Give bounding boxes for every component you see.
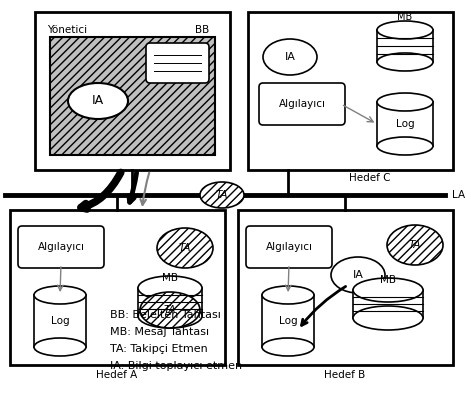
Ellipse shape [157, 228, 213, 268]
Text: TA: TA [216, 190, 228, 200]
Text: Hedef C: Hedef C [349, 173, 391, 183]
Ellipse shape [34, 338, 86, 356]
Ellipse shape [138, 304, 202, 328]
Text: Hedef B: Hedef B [324, 370, 366, 380]
Bar [377, 102, 433, 146]
Bar [34, 295, 86, 347]
Text: Log: Log [396, 119, 414, 129]
Ellipse shape [262, 286, 314, 304]
Ellipse shape [263, 39, 317, 75]
Text: Algılayıcı: Algılayıcı [37, 242, 84, 252]
Text: MB: MB [397, 12, 412, 22]
Ellipse shape [377, 137, 433, 155]
Text: Algılayıcı: Algılayıcı [279, 99, 325, 109]
Text: Hedef A: Hedef A [96, 370, 137, 380]
Text: BB: BB [195, 25, 209, 35]
Text: MB: MB [380, 275, 396, 285]
Text: Log: Log [279, 316, 297, 326]
Bar [238, 210, 453, 365]
Bar [35, 12, 230, 170]
Ellipse shape [377, 21, 433, 39]
Text: IA: IA [353, 270, 363, 280]
Text: TA: TA [409, 240, 421, 250]
Ellipse shape [200, 182, 244, 208]
FancyBboxPatch shape [246, 226, 332, 268]
FancyBboxPatch shape [18, 226, 104, 268]
Bar [138, 288, 202, 316]
Text: TA: Takipçi Etmen: TA: Takipçi Etmen [110, 344, 208, 354]
Text: Algılayıcı: Algılayıcı [266, 242, 313, 252]
Text: MB: Mesaj Tahtası: MB: Mesaj Tahtası [110, 327, 209, 337]
Text: BB: Belelten Tahtası: BB: Belelten Tahtası [110, 310, 221, 320]
Bar [50, 37, 215, 155]
Text: TA: TA [164, 305, 176, 315]
Text: IA: Bilgi toplayıcı etmen: IA: Bilgi toplayıcı etmen [110, 361, 242, 371]
Bar [248, 12, 453, 170]
Text: TA: TA [179, 243, 191, 253]
Text: IA: IA [285, 52, 295, 62]
Text: Yönetici: Yönetici [47, 25, 87, 35]
Ellipse shape [353, 278, 423, 302]
Ellipse shape [68, 83, 128, 119]
Ellipse shape [331, 257, 385, 293]
Ellipse shape [34, 286, 86, 304]
Text: MB: MB [162, 273, 178, 283]
Text: IA: IA [92, 94, 104, 108]
Bar [377, 30, 433, 62]
FancyBboxPatch shape [146, 43, 209, 83]
Bar [10, 210, 225, 365]
Ellipse shape [353, 306, 423, 330]
Bar [262, 295, 314, 347]
Text: LAN: LAN [452, 190, 466, 200]
Ellipse shape [138, 276, 202, 300]
FancyBboxPatch shape [259, 83, 345, 125]
Bar [353, 290, 423, 318]
Ellipse shape [377, 93, 433, 111]
Ellipse shape [387, 225, 443, 265]
Ellipse shape [377, 53, 433, 71]
Ellipse shape [140, 292, 200, 328]
Text: Log: Log [51, 316, 69, 326]
Ellipse shape [262, 338, 314, 356]
